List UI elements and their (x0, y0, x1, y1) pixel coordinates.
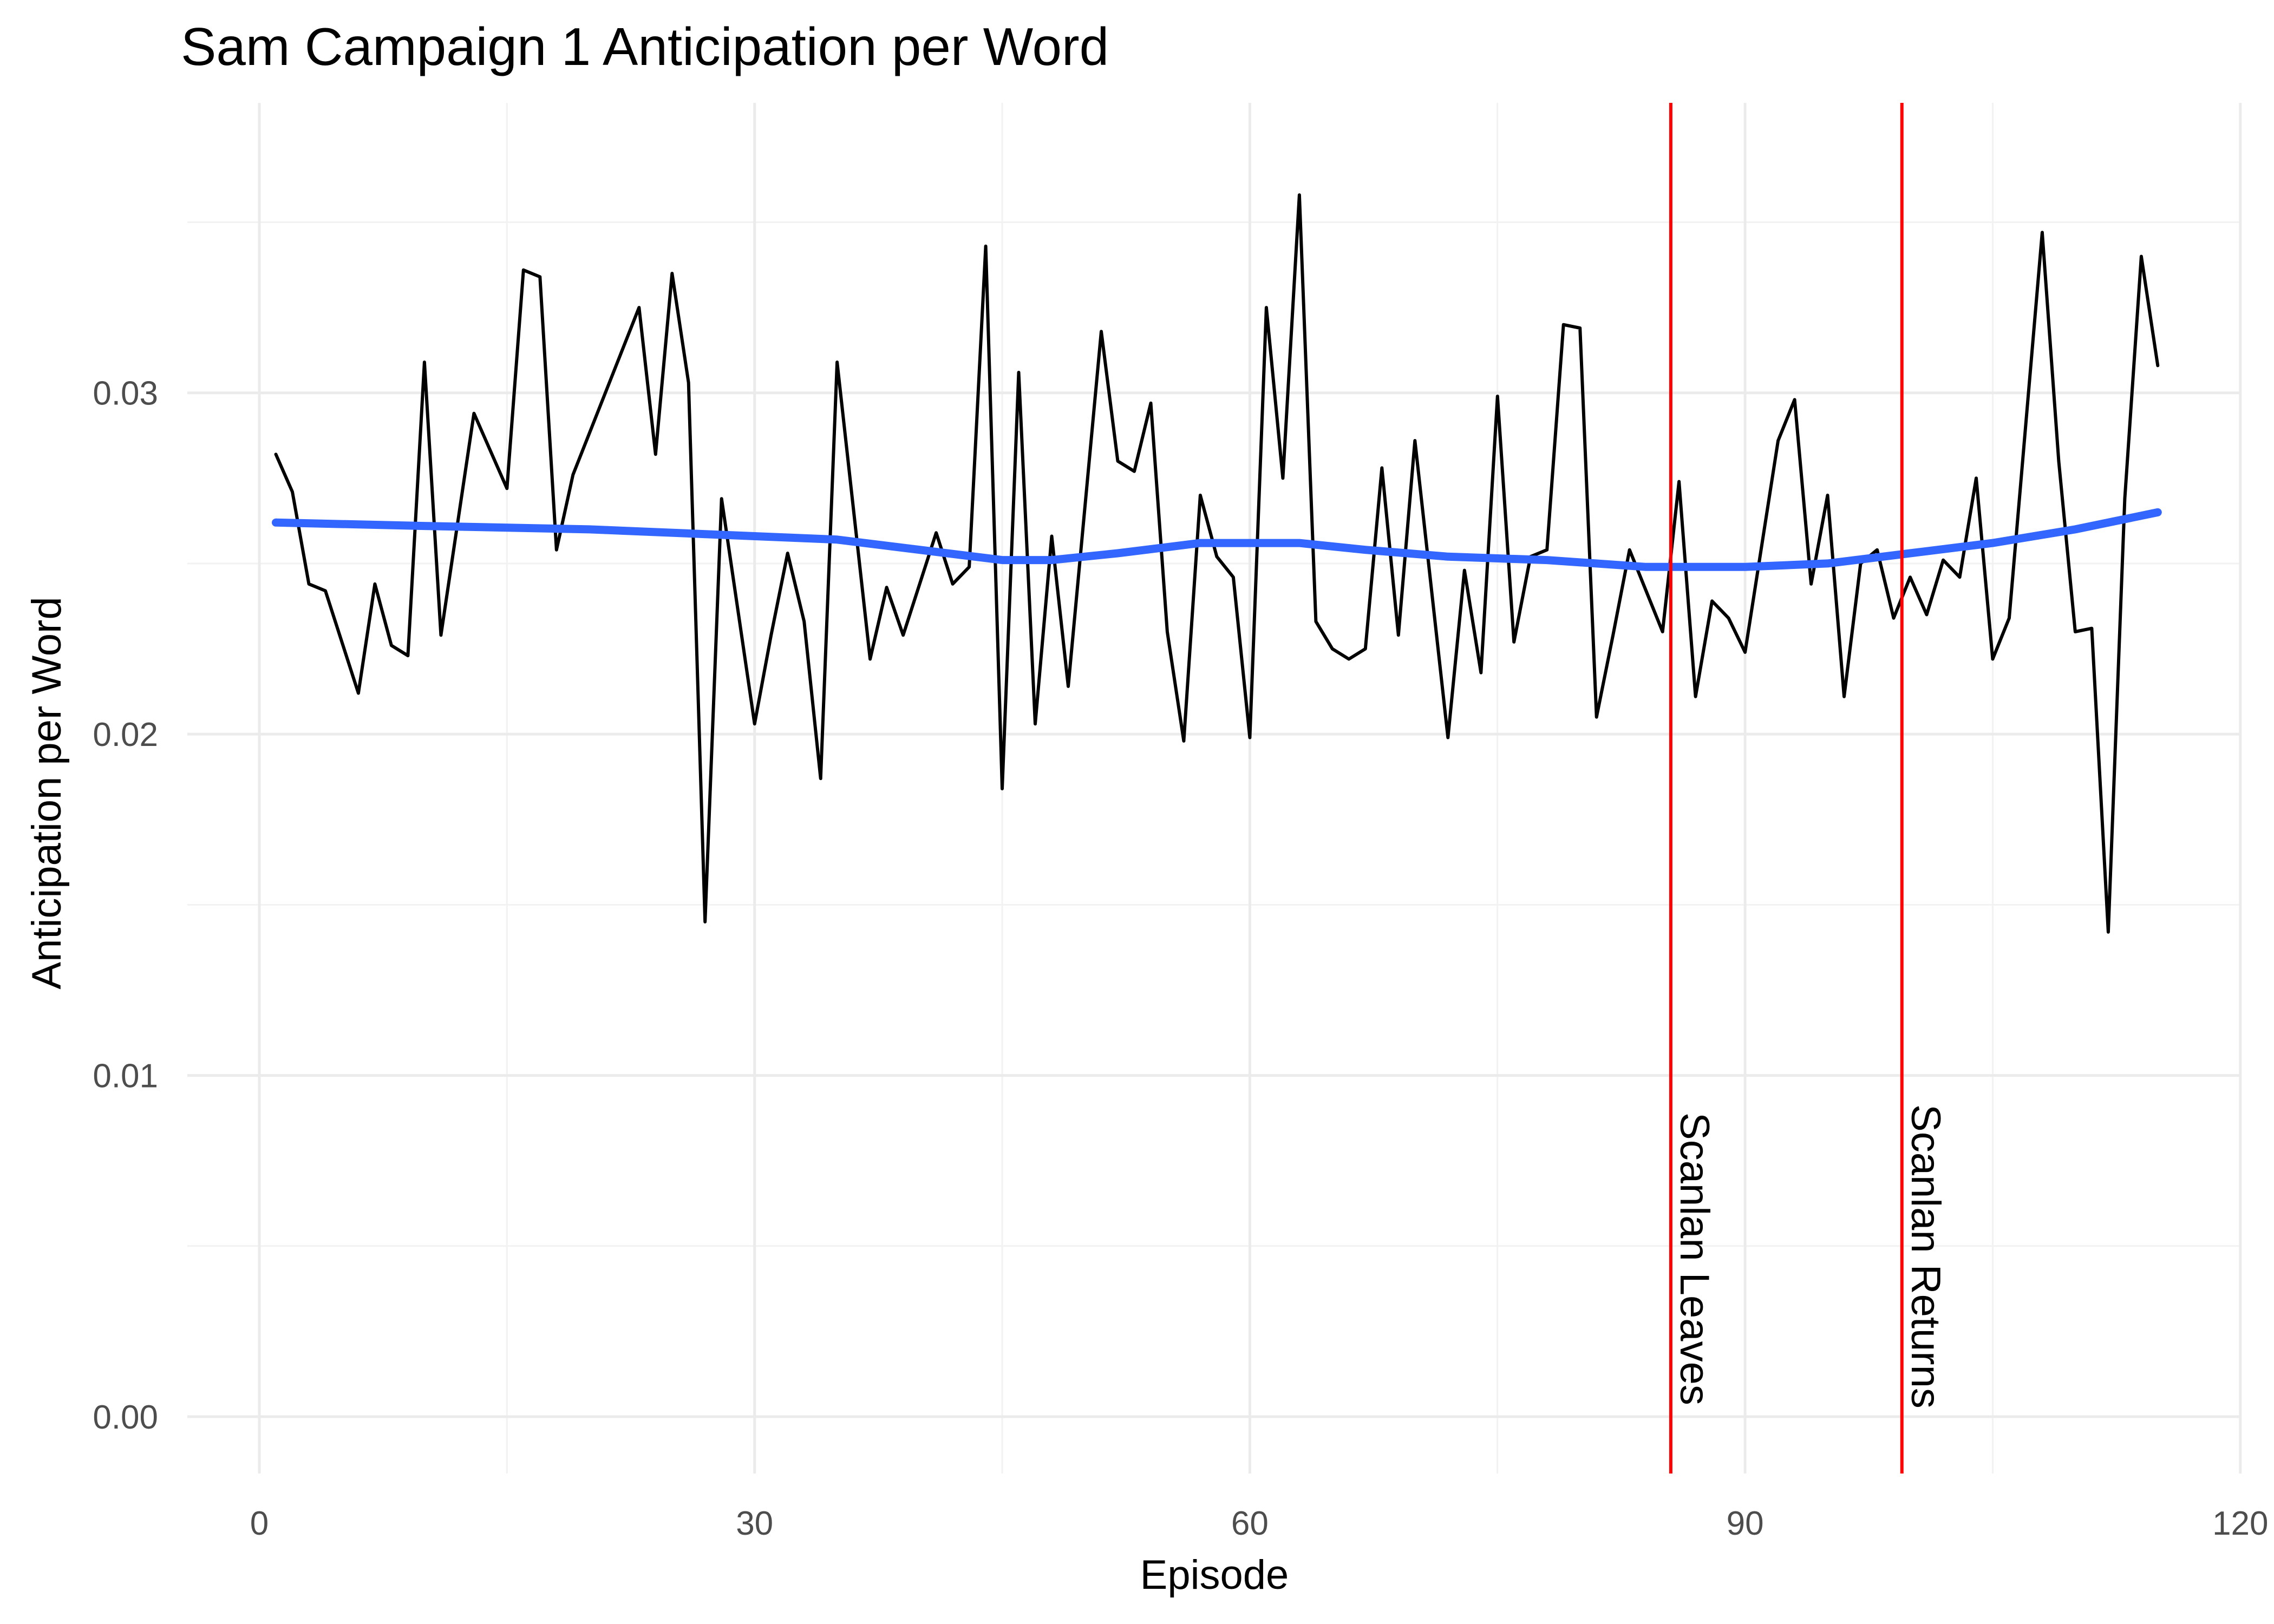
reference-lines: Scanlan Leaves Scanlan Returns (1669, 103, 1949, 1474)
x-tick-label: 0 (250, 1505, 269, 1542)
smoothed-trend-line (272, 508, 2162, 571)
y-tick-label: 0.02 (93, 716, 158, 754)
y-tick-label: 0.01 (93, 1058, 158, 1095)
x-tick-labels: 0 30 60 90 120 (250, 1505, 2269, 1542)
x-tick-label: 90 (1727, 1505, 1764, 1542)
major-gridlines (187, 103, 2242, 1474)
x-axis-label: Episode (1140, 1552, 1289, 1598)
x-tick-label: 30 (736, 1505, 773, 1542)
event-label: Scanlan Leaves (1671, 1112, 1717, 1405)
y-tick-labels: 0.00 0.01 0.02 0.03 (93, 375, 158, 1436)
series-layer (272, 193, 2162, 934)
event-label: Scanlan Returns (1903, 1104, 1949, 1409)
y-axis-label: Anticipation per Word (24, 597, 70, 989)
y-tick-label: 0.00 (93, 1399, 158, 1436)
chart-title: Sam Campaign 1 Anticipation per Word (181, 17, 1109, 76)
y-tick-label: 0.03 (93, 375, 158, 412)
x-tick-label: 60 (1231, 1505, 1269, 1542)
x-tick-label: 120 (2212, 1505, 2268, 1542)
